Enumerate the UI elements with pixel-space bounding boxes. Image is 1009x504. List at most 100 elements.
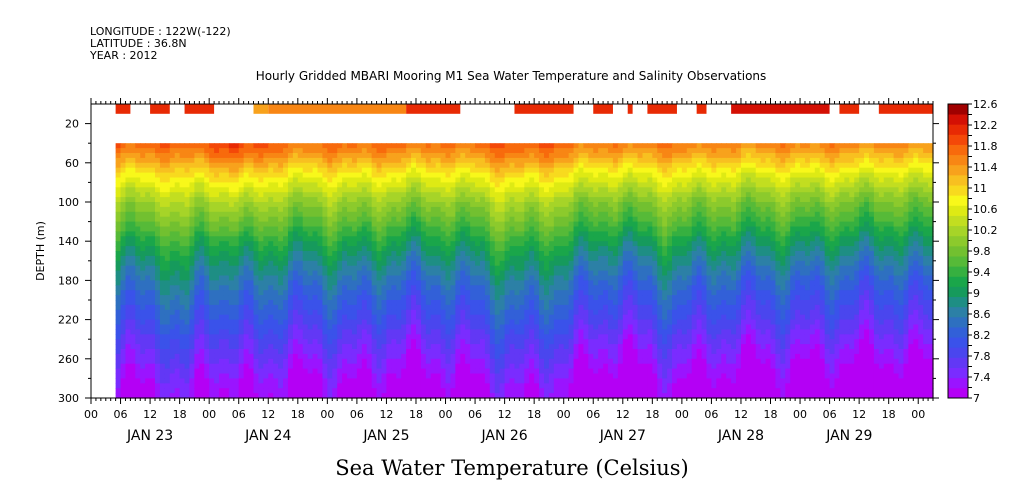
- heatmap-cell: [484, 309, 491, 316]
- heatmap-cell: [450, 363, 456, 370]
- heatmap-cell: [184, 324, 191, 330]
- heatmap-cell: [391, 353, 397, 360]
- heatmap-cell: [386, 300, 392, 306]
- heatmap-cell: [125, 275, 131, 281]
- heatmap-cell: [514, 295, 520, 301]
- heatmap-cell: [228, 270, 235, 277]
- heatmap-cell: [529, 280, 535, 286]
- heatmap-cell: [273, 329, 279, 335]
- heatmap-cell: [302, 265, 309, 272]
- heatmap-cell: [219, 275, 225, 281]
- heatmap-cell: [347, 211, 353, 218]
- heatmap-cell: [219, 182, 225, 188]
- heatmap-cell: [524, 206, 530, 213]
- heatmap-cell: [120, 148, 127, 154]
- heatmap-cell: [322, 358, 328, 365]
- heatmap-cell: [504, 211, 511, 218]
- heatmap-cell: [366, 162, 373, 169]
- heatmap-cell: [401, 383, 407, 389]
- heatmap-cell: [199, 363, 205, 370]
- heatmap-cell: [307, 172, 314, 179]
- heatmap-cell: [332, 349, 338, 355]
- heatmap-cell: [155, 378, 161, 384]
- heatmap-cell: [307, 388, 314, 394]
- heatmap-cell: [347, 334, 353, 340]
- heatmap-cell: [130, 246, 136, 252]
- heatmap-cell: [145, 202, 151, 208]
- heatmap-cell: [391, 172, 397, 179]
- heatmap-cell: [425, 344, 432, 350]
- heatmap-cell: [219, 251, 225, 257]
- heatmap-cell: [307, 260, 314, 267]
- heatmap-cell: [135, 353, 141, 360]
- heatmap-cell: [553, 236, 560, 242]
- heatmap-cell: [179, 206, 186, 213]
- heatmap-cell: [435, 388, 442, 394]
- heatmap-cell: [553, 280, 560, 286]
- heatmap-cell: [524, 280, 530, 286]
- heatmap-cell: [396, 270, 402, 277]
- heatmap-cell: [337, 314, 343, 321]
- heatmap-cell: [376, 304, 383, 311]
- heatmap-cell: [376, 344, 383, 350]
- heatmap-cell: [248, 300, 255, 306]
- heatmap-cell: [524, 260, 530, 267]
- heatmap-cell: [425, 353, 432, 360]
- heatmap-cell: [292, 177, 299, 183]
- heatmap-cell: [130, 236, 136, 242]
- heatmap-cell: [494, 319, 501, 326]
- heatmap-cell: [135, 378, 141, 384]
- heatmap-cell: [238, 383, 245, 389]
- heatmap-cell: [125, 349, 131, 355]
- heatmap-cell: [548, 275, 555, 281]
- heatmap-cell: [568, 157, 575, 164]
- heatmap-cell: [253, 304, 260, 311]
- heatmap-cell: [302, 241, 309, 247]
- heatmap-cell: [470, 368, 476, 375]
- heatmap-cell: [524, 231, 530, 237]
- heatmap-cell: [189, 197, 195, 203]
- heatmap-cell: [356, 206, 363, 213]
- heatmap-cell: [494, 260, 501, 267]
- heatmap-cell: [219, 172, 225, 179]
- heatmap-cell: [327, 329, 333, 335]
- heatmap-cell: [381, 309, 388, 316]
- heatmap-cell: [253, 368, 260, 375]
- heatmap-cell: [563, 324, 570, 330]
- heatmap-cell: [228, 148, 235, 154]
- heatmap-cell: [573, 270, 580, 277]
- heatmap-cell: [391, 202, 397, 208]
- heatmap-cell: [445, 162, 452, 169]
- heatmap-cell: [189, 314, 195, 321]
- heatmap-cell: [283, 236, 289, 242]
- heatmap-cell: [174, 329, 181, 335]
- heatmap-cell: [194, 197, 200, 203]
- heatmap-cell: [174, 324, 181, 330]
- heatmap-cell: [573, 290, 580, 296]
- heatmap-cell: [460, 363, 466, 370]
- heatmap-cell: [189, 211, 195, 218]
- heatmap-cell: [351, 368, 358, 375]
- heatmap-cell: [302, 339, 309, 345]
- heatmap-cell: [479, 162, 486, 169]
- heatmap-cell: [534, 241, 540, 247]
- heatmap-cell: [514, 192, 520, 198]
- heatmap-cell: [450, 383, 456, 389]
- heatmap-cell: [465, 206, 471, 213]
- heatmap-cell: [484, 270, 491, 277]
- heatmap-cell: [415, 265, 422, 272]
- heatmap-cell: [563, 353, 570, 360]
- heatmap-cell: [411, 251, 417, 257]
- heatmap-cell: [312, 157, 319, 164]
- heatmap-cell: [164, 304, 171, 311]
- heatmap-cell: [558, 270, 565, 277]
- heatmap-cell: [292, 295, 299, 301]
- heatmap-cell: [396, 334, 402, 340]
- heatmap-cell: [529, 319, 535, 326]
- heatmap-cell: [223, 216, 230, 223]
- heatmap-cell: [342, 187, 348, 193]
- heatmap-cell: [140, 295, 146, 301]
- heatmap-cell: [287, 290, 294, 296]
- heatmap-cell: [209, 167, 215, 174]
- heatmap-cell: [553, 246, 560, 252]
